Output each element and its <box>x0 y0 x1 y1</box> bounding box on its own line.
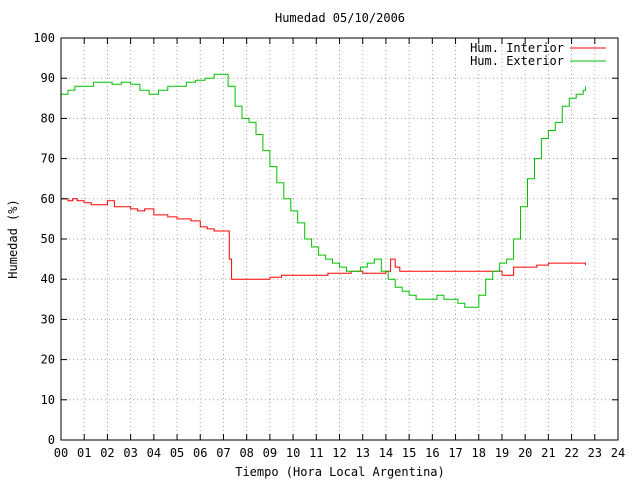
x-tick-label: 16 <box>425 446 439 460</box>
x-tick-label: 19 <box>495 446 509 460</box>
y-axis-label: Humedad (%) <box>6 199 20 278</box>
x-tick-label: 05 <box>170 446 184 460</box>
x-tick-label: 04 <box>147 446 161 460</box>
y-tick-label: 90 <box>41 71 55 85</box>
x-tick-label: 15 <box>402 446 416 460</box>
x-tick-label: 07 <box>216 446 230 460</box>
y-tick-label: 10 <box>41 393 55 407</box>
x-tick-label: 17 <box>448 446 462 460</box>
x-tick-label: 21 <box>541 446 555 460</box>
y-axis: 0 10 20 30 40 50 60 70 80 90 100 <box>33 31 618 447</box>
x-tick-label: 13 <box>355 446 369 460</box>
x-tick-label: 12 <box>332 446 346 460</box>
x-tick-label: 10 <box>286 446 300 460</box>
y-tick-label: 0 <box>48 433 55 447</box>
x-tick-label: 03 <box>123 446 137 460</box>
legend-label: Hum. Exterior <box>470 54 564 68</box>
legend-label: Hum. Interior <box>470 41 564 55</box>
x-tick-label: 02 <box>100 446 114 460</box>
x-axis: 00 01 02 03 04 05 06 07 08 09 10 11 12 13 14 15 16 17 18 19… <box>54 38 625 460</box>
x-tick-label: 01 <box>77 446 91 460</box>
y-tick-label: 50 <box>41 232 55 246</box>
x-tick-label: 11 <box>309 446 323 460</box>
x-tick-label: 00 <box>54 446 68 460</box>
y-tick-label: 80 <box>41 111 55 125</box>
series-lines <box>61 73 586 308</box>
y-tick-label: 60 <box>41 192 55 206</box>
x-tick-label: 09 <box>263 446 277 460</box>
x-tick-label: 23 <box>588 446 602 460</box>
x-tick-label: 08 <box>239 446 253 460</box>
y-tick-label: 20 <box>41 353 55 367</box>
y-tick-label: 40 <box>41 272 55 286</box>
x-tick-label: 24 <box>611 446 625 460</box>
x-tick-label: 14 <box>379 446 393 460</box>
x-tick-label: 20 <box>518 446 532 460</box>
grid-lines <box>61 38 618 440</box>
y-tick-label: 70 <box>41 152 55 166</box>
y-tick-label: 100 <box>33 31 55 45</box>
chart-title: Humedad 05/10/2006 <box>275 11 405 25</box>
x-axis-label: Tiempo (Hora Local Argentina) <box>235 465 445 479</box>
y-tick-label: 30 <box>41 312 55 326</box>
series-line-1 <box>61 198 586 280</box>
series-line-2 <box>61 73 586 308</box>
x-tick-label: 18 <box>472 446 486 460</box>
x-tick-label: 22 <box>564 446 578 460</box>
x-tick-label: 06 <box>193 446 207 460</box>
